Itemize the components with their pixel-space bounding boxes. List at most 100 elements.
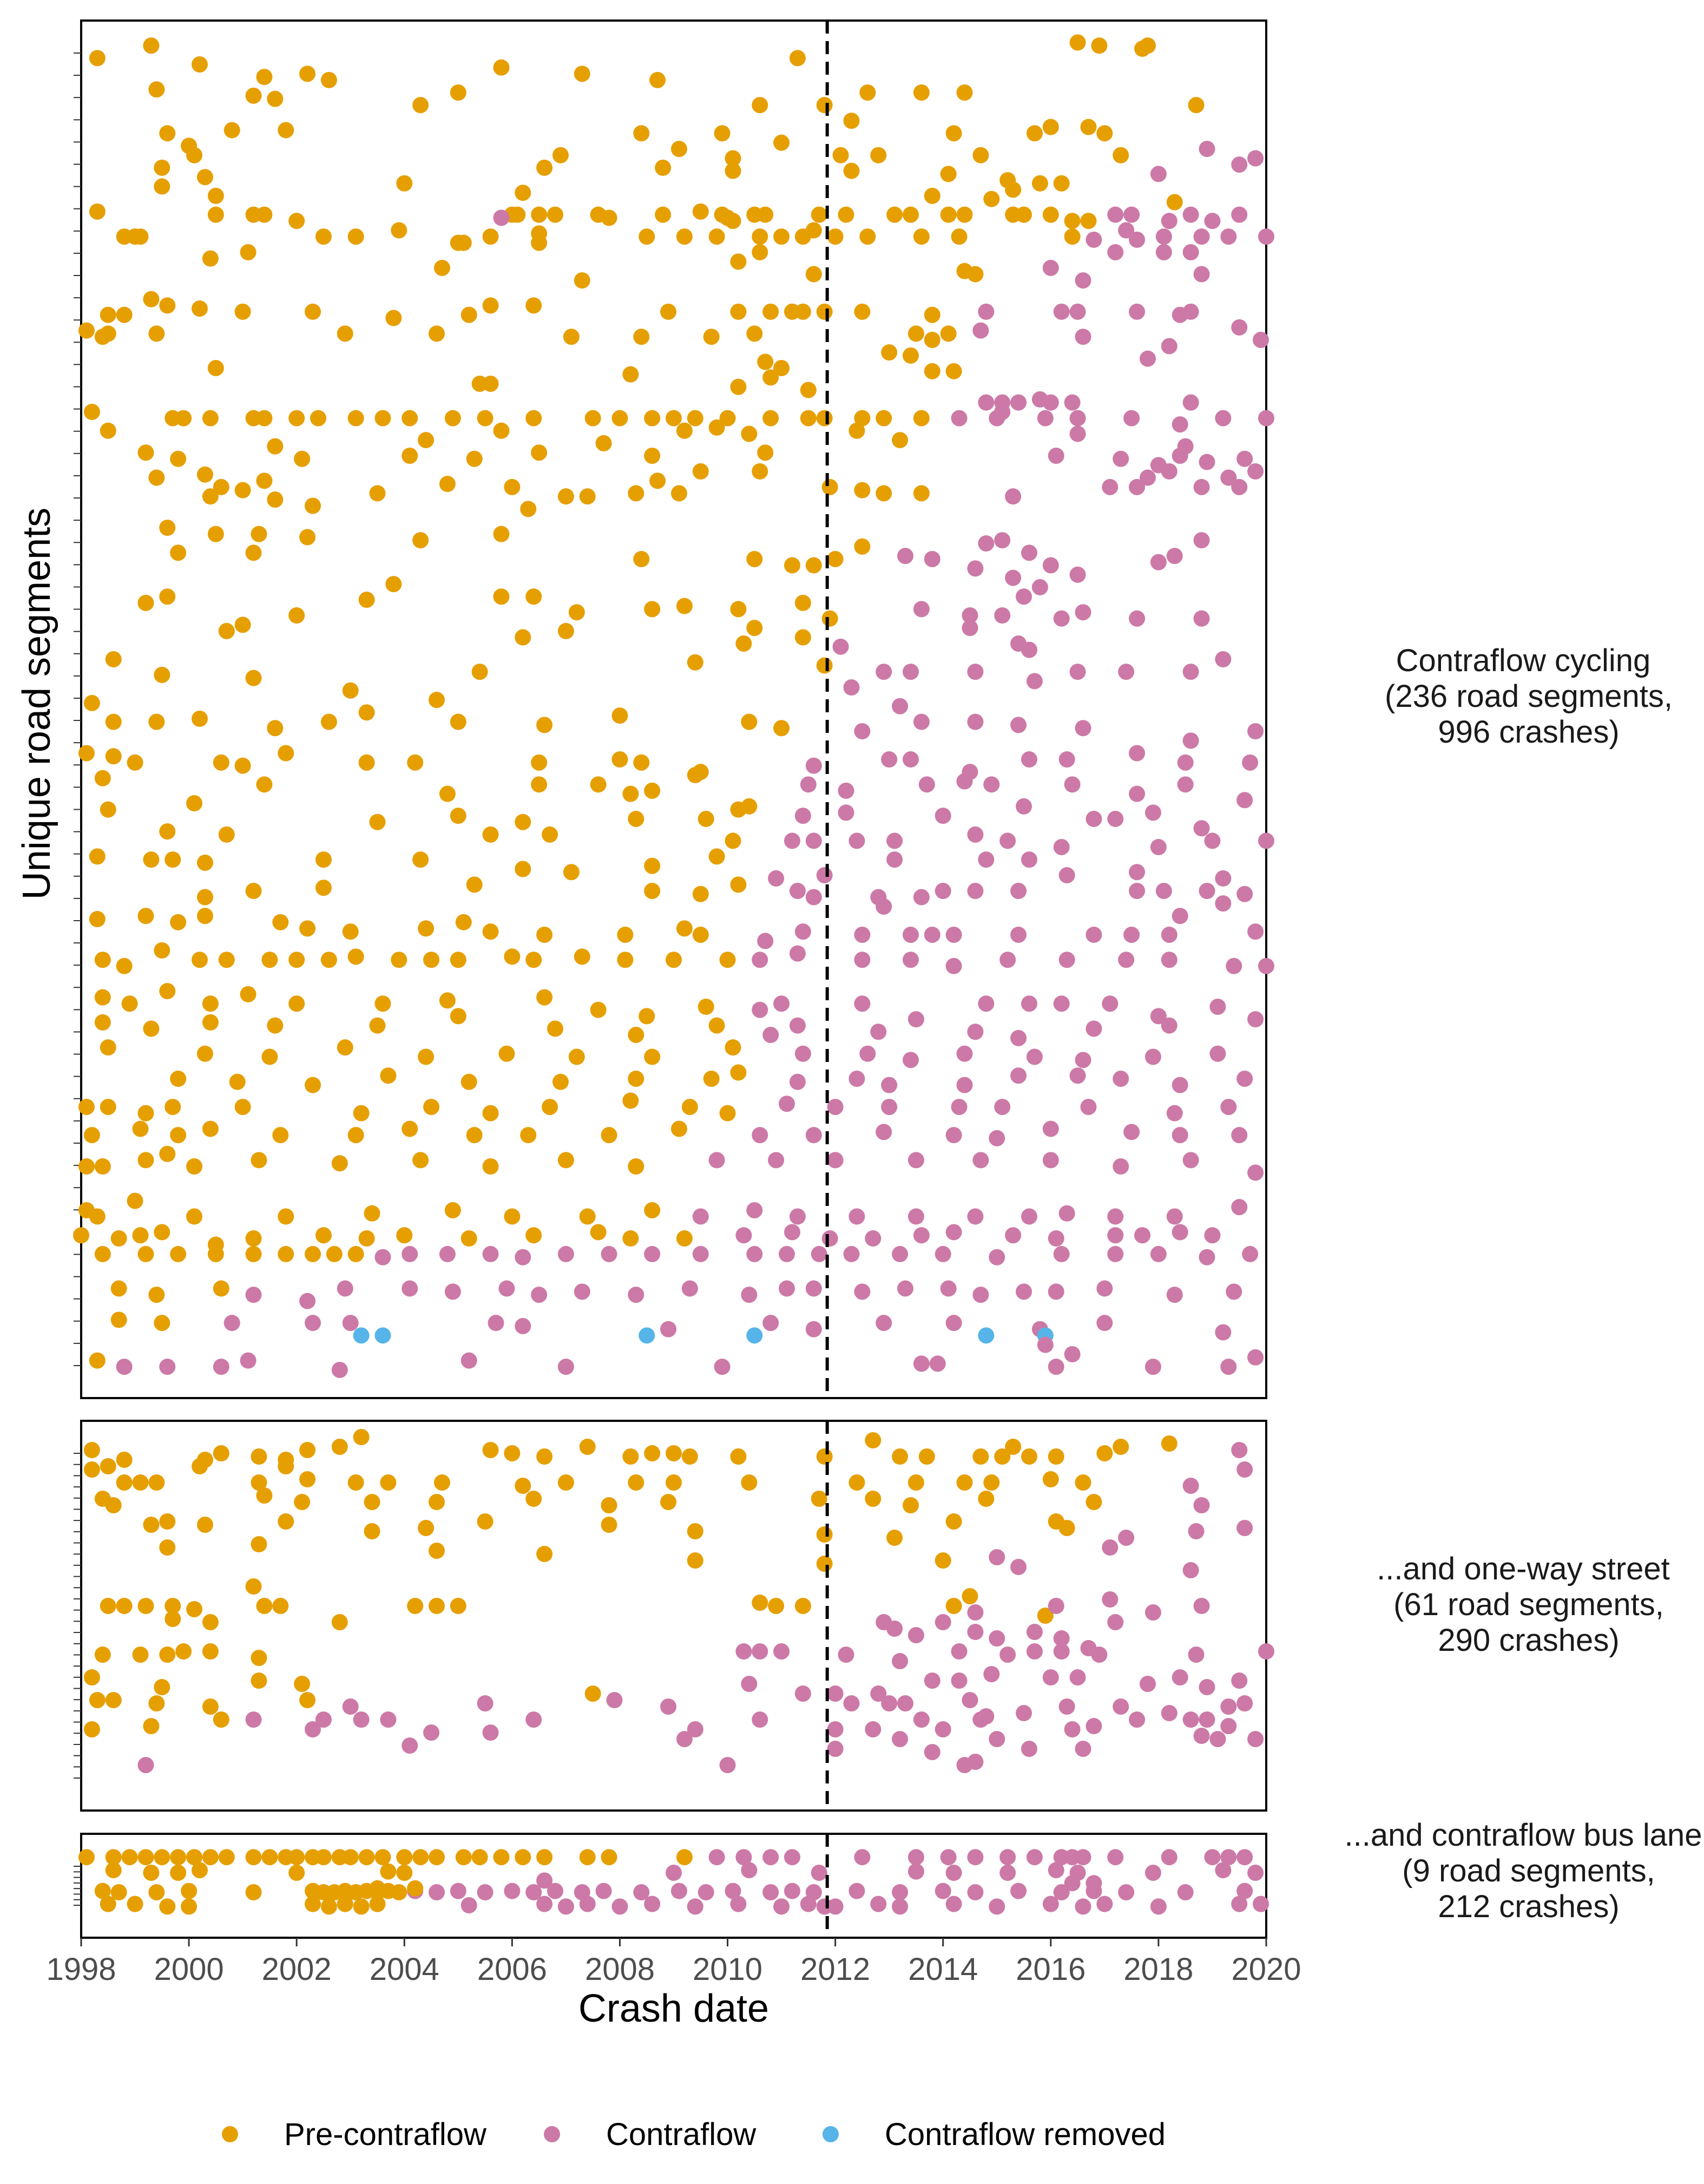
data-point	[154, 1224, 170, 1241]
data-point	[655, 159, 672, 176]
data-point	[1236, 1883, 1253, 1899]
panel-label-line: (236 road segments,	[1385, 679, 1673, 714]
data-point	[1204, 213, 1221, 229]
data-point	[714, 125, 731, 142]
data-point	[1236, 1695, 1253, 1711]
data-point	[402, 1245, 418, 1262]
data-point	[547, 1020, 563, 1037]
data-point	[1037, 1608, 1054, 1624]
data-point	[816, 1526, 833, 1543]
data-point	[1026, 673, 1043, 690]
data-point	[590, 776, 607, 793]
data-point	[945, 1315, 962, 1332]
legend-item: Contraflow removed	[823, 2117, 1166, 2152]
data-point	[784, 1883, 800, 1899]
data-point	[1220, 1849, 1237, 1866]
data-point	[272, 1598, 289, 1614]
data-point	[1102, 1539, 1119, 1556]
data-point	[1177, 776, 1194, 793]
data-point	[1215, 651, 1232, 667]
data-point	[116, 1474, 133, 1491]
data-point	[407, 1598, 424, 1614]
data-point	[213, 478, 229, 495]
data-point	[132, 1647, 149, 1663]
data-point	[924, 187, 940, 204]
data-point	[78, 1158, 95, 1175]
data-point	[579, 1439, 596, 1455]
data-point	[1102, 1591, 1119, 1608]
data-point	[913, 1227, 930, 1244]
data-point	[1220, 1698, 1237, 1715]
data-point	[192, 710, 208, 727]
data-point	[762, 1027, 779, 1044]
data-point	[202, 1614, 219, 1630]
data-point	[1144, 1604, 1161, 1621]
data-point	[202, 410, 219, 427]
data-point	[137, 1105, 154, 1121]
data-point	[1091, 1647, 1108, 1663]
data-point	[342, 682, 359, 699]
data-point	[741, 1474, 758, 1491]
data-point	[207, 206, 224, 223]
data-point	[1204, 1849, 1221, 1866]
data-point	[644, 882, 661, 899]
data-point	[229, 1073, 246, 1090]
data-point	[337, 325, 353, 342]
data-point	[945, 125, 962, 142]
data-point	[1161, 926, 1177, 943]
data-point	[154, 1849, 170, 1866]
data-point	[989, 1898, 1005, 1915]
data-point	[730, 253, 747, 270]
data-point	[444, 410, 461, 427]
data-point	[595, 435, 612, 451]
data-point	[154, 159, 170, 176]
data-point	[1048, 1862, 1064, 1879]
panel-oneway: ...and one-way street (61 road segments, 2…	[74, 1420, 1670, 1812]
data-point	[288, 1865, 305, 1881]
data-point	[148, 1474, 165, 1491]
data-point	[800, 410, 817, 427]
data-point	[267, 90, 284, 107]
data-point	[83, 1669, 100, 1685]
data-point	[202, 488, 219, 505]
data-point	[730, 876, 747, 893]
data-point	[245, 1287, 262, 1303]
data-point	[402, 1280, 418, 1297]
data-point	[1150, 1008, 1167, 1025]
data-point	[1085, 231, 1102, 248]
data-point	[294, 1676, 311, 1692]
data-point	[450, 1008, 466, 1025]
data-point	[962, 607, 978, 624]
data-point	[967, 1624, 984, 1640]
data-point	[256, 206, 273, 223]
data-point	[100, 422, 116, 439]
data-point	[531, 206, 548, 223]
data-point	[418, 1520, 435, 1536]
data-point	[450, 952, 466, 968]
data-point	[165, 1099, 181, 1116]
data-point	[1107, 1208, 1124, 1225]
legend-item: Contraflow	[544, 2117, 756, 2152]
data-point	[1199, 882, 1215, 899]
data-point	[1236, 450, 1253, 467]
data-point	[940, 325, 957, 342]
data-point	[1144, 1048, 1161, 1065]
data-point	[644, 1445, 661, 1461]
data-point	[450, 808, 466, 824]
data-point	[983, 776, 1000, 793]
data-point	[213, 1359, 229, 1375]
data-point	[245, 1230, 262, 1247]
data-point	[972, 147, 989, 163]
data-point	[342, 1849, 359, 1866]
data-point	[1053, 995, 1070, 1012]
data-point	[1182, 244, 1199, 261]
data-point	[725, 832, 741, 849]
data-point	[854, 303, 871, 320]
data-point	[105, 1692, 122, 1708]
data-point	[315, 1849, 332, 1866]
data-point	[1150, 166, 1167, 182]
data-point	[482, 1442, 499, 1458]
data-point	[154, 1315, 170, 1332]
data-point	[1247, 923, 1264, 940]
data-point	[1172, 1669, 1188, 1685]
